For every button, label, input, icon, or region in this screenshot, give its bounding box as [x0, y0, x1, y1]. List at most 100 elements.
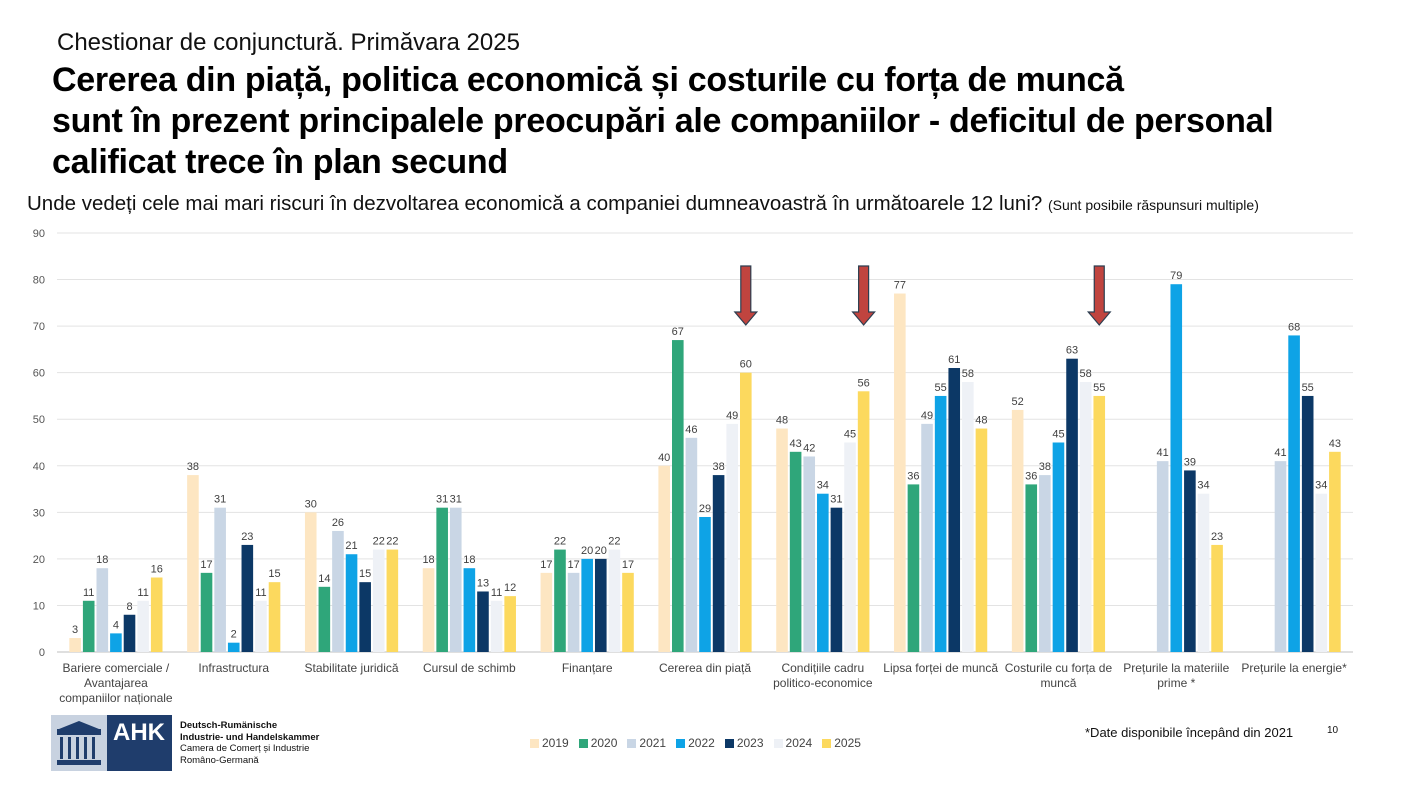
- data-label: 22: [386, 536, 398, 548]
- data-label: 49: [921, 410, 933, 422]
- bar: [449, 507, 462, 652]
- y-tick-label: 70: [33, 321, 45, 333]
- bar: [712, 475, 725, 652]
- bar: [268, 582, 281, 652]
- data-label: 20: [581, 545, 593, 557]
- data-label: 3: [72, 624, 78, 636]
- data-label: 30: [305, 498, 317, 510]
- bar: [386, 549, 399, 652]
- x-tick-label: Condițiile cadru: [781, 661, 864, 675]
- org-line-4: Româno-Germană: [180, 754, 259, 766]
- data-label: 22: [608, 536, 620, 548]
- bar: [1197, 493, 1210, 652]
- x-tick-label: muncă: [1040, 676, 1076, 690]
- data-label: 61: [948, 354, 960, 366]
- bar: [345, 554, 358, 652]
- x-tick-label: Lipsa forței de muncă: [883, 661, 998, 675]
- x-tick-label: politico-economice: [773, 676, 873, 690]
- data-label: 2: [231, 629, 237, 641]
- data-label: 11: [491, 587, 502, 599]
- bar: [1066, 358, 1078, 652]
- title-line-2: sunt în prezent principalele preocupări …: [52, 102, 1274, 140]
- legend-swatch: [627, 738, 637, 748]
- bar: [255, 600, 267, 652]
- data-label: 21: [345, 540, 357, 552]
- bar: [830, 507, 843, 652]
- bar: [372, 549, 385, 652]
- legend-item-2025: 2025: [822, 736, 861, 750]
- bar: [685, 437, 698, 652]
- supertitle: Chestionar de conjunctură. Primăvara 202…: [57, 29, 520, 56]
- legend-label: 2019: [542, 736, 569, 750]
- legend-label: 2024: [785, 736, 813, 750]
- bar: [658, 465, 670, 652]
- data-label: 55: [935, 382, 947, 394]
- data-label: 31: [436, 494, 448, 506]
- legend-swatch: [773, 738, 783, 748]
- x-tick-label: Avantajarea: [84, 676, 148, 690]
- bar: [857, 391, 870, 652]
- data-label: 43: [1329, 438, 1341, 450]
- data-label: 16: [151, 564, 163, 576]
- data-label: 48: [776, 415, 788, 427]
- bar: [96, 568, 109, 652]
- data-label: 14: [318, 573, 330, 585]
- data-label: 22: [373, 536, 385, 548]
- data-label: 41: [1157, 447, 1169, 459]
- bar: [227, 642, 240, 652]
- bar: [123, 614, 136, 652]
- legend-swatch: [676, 738, 686, 748]
- org-line-1: Deutsch-Rumänische: [180, 720, 278, 731]
- bar: [581, 558, 593, 652]
- legend-item-2023: 2023: [724, 736, 764, 750]
- bar: [844, 442, 856, 652]
- bar: [1211, 544, 1223, 652]
- data-label: 39: [1184, 456, 1196, 468]
- x-tick-label: Prețurile la materiile: [1123, 661, 1229, 675]
- data-label: 11: [255, 587, 266, 599]
- data-label: 79: [1170, 270, 1182, 282]
- data-label: 68: [1288, 321, 1300, 333]
- data-label: 17: [540, 559, 552, 571]
- data-label: 49: [726, 410, 738, 422]
- bar: [934, 395, 947, 652]
- bar: [622, 572, 634, 652]
- bar: [477, 591, 489, 652]
- data-label: 31: [450, 494, 462, 506]
- arrow-shape: [1086, 265, 1112, 326]
- bar: [789, 451, 802, 652]
- data-label: 58: [1080, 368, 1092, 380]
- data-label: 34: [1315, 480, 1327, 492]
- bar: [1329, 451, 1341, 652]
- bar: [214, 507, 226, 652]
- bar: [1184, 470, 1196, 652]
- data-label: 17: [200, 559, 212, 571]
- bar: [359, 582, 371, 652]
- y-tick-label: 20: [33, 554, 45, 566]
- bar: [1025, 484, 1038, 652]
- data-label: 13: [477, 577, 489, 589]
- y-tick-label: 80: [33, 275, 45, 287]
- legend-item-2019: 2019: [530, 736, 569, 750]
- legend-item-2024: 2024: [773, 736, 813, 750]
- y-tick-label: 10: [33, 600, 45, 612]
- legend-swatch: [724, 738, 734, 748]
- data-label: 38: [187, 461, 199, 473]
- bar: [554, 549, 566, 652]
- data-label: 15: [268, 568, 280, 580]
- legend-swatch: [530, 738, 539, 748]
- data-label: 18: [96, 554, 108, 566]
- data-label: 11: [137, 587, 148, 599]
- data-label: 4: [113, 619, 119, 631]
- data-label: 41: [1274, 447, 1286, 459]
- bar: [200, 572, 213, 652]
- data-label: 12: [504, 582, 516, 594]
- legend-item-2021: 2021: [627, 736, 666, 750]
- y-tick-label: 30: [33, 507, 45, 519]
- y-tick-label: 90: [33, 228, 45, 240]
- x-tick-label: prime *: [1157, 676, 1195, 690]
- data-label: 67: [672, 326, 684, 338]
- bar: [776, 428, 788, 652]
- legend-swatch: [822, 738, 832, 748]
